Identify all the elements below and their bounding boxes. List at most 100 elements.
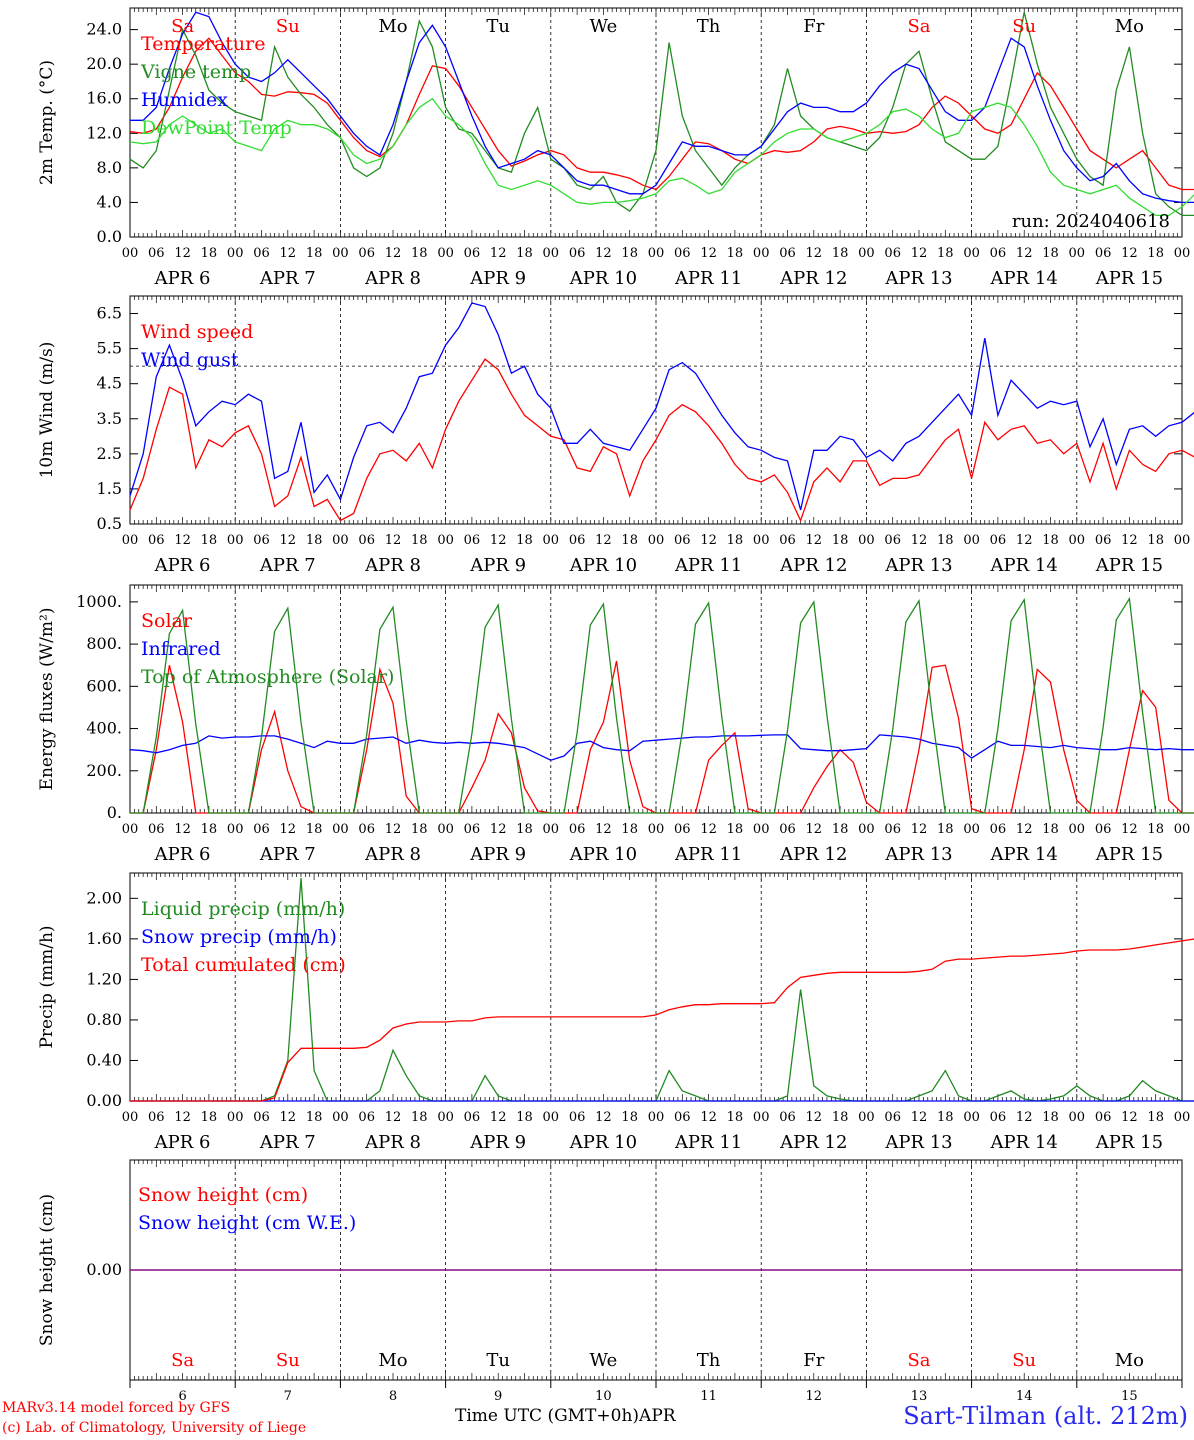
hour-tick-label: 12 — [385, 246, 402, 261]
weekday-label: Su — [1012, 1350, 1036, 1371]
series-line — [129, 37, 1194, 191]
y-tick-label: 16.0 — [86, 89, 122, 108]
y-tick-label: 8.0 — [97, 158, 122, 177]
legend-entry: Solar — [141, 610, 193, 632]
hour-tick-label: 12 — [1121, 533, 1138, 548]
y-tick-label: 20.0 — [86, 54, 122, 73]
hour-tick-label: 18 — [306, 533, 323, 548]
hour-tick-label: 12 — [595, 1110, 612, 1125]
weekday-label: We — [590, 16, 618, 37]
hour-tick-label: 18 — [1147, 533, 1164, 548]
hour-tick-label: 00 — [332, 822, 349, 837]
panel-5 — [129, 1159, 1183, 1381]
y-tick-label: 1.60 — [86, 929, 122, 948]
hour-tick-label: 00 — [648, 1110, 665, 1125]
hour-tick-label: 00 — [858, 1110, 875, 1125]
hour-tick-label: 12 — [700, 822, 717, 837]
day-label: APR 12 — [779, 555, 847, 576]
weekday-label: Su — [276, 1350, 300, 1371]
day-label: APR 8 — [364, 555, 421, 576]
hour-tick-label: 06 — [884, 533, 901, 548]
hour-tick-label: 00 — [963, 822, 980, 837]
y-tick-label: 2.5 — [97, 444, 122, 463]
hour-tick-label: 18 — [937, 1110, 954, 1125]
y-tick-label: 0.00 — [86, 1260, 122, 1279]
weekday-label: Sa — [171, 1350, 194, 1371]
y-axis-label: Precip (mm/h) — [37, 925, 57, 1048]
hour-tick-label: 18 — [411, 246, 428, 261]
hour-tick-label: 00 — [543, 533, 560, 548]
hour-tick-label: 00 — [648, 246, 665, 261]
day-label: APR 11 — [674, 1132, 742, 1153]
y-axis-label: 2m Temp. (°C) — [37, 60, 57, 185]
hour-tick-label: 12 — [595, 246, 612, 261]
hour-tick-label: 00 — [1069, 246, 1086, 261]
day-number-label: 7 — [284, 1389, 292, 1404]
hour-tick-label: 18 — [621, 533, 638, 548]
day-number-label: 14 — [1016, 1389, 1033, 1404]
panel-1 — [129, 7, 1194, 238]
hour-tick-label: 18 — [937, 822, 954, 837]
hour-tick-label: 12 — [174, 822, 191, 837]
y-axis-label: 10m Wind (m/s) — [37, 342, 57, 479]
hour-tick-label: 18 — [1147, 246, 1164, 261]
series-line — [130, 596, 1194, 814]
day-label: APR 7 — [259, 268, 316, 289]
hour-tick-label: 06 — [148, 533, 165, 548]
day-label: APR 7 — [259, 555, 316, 576]
weekday-label: Mo — [1115, 16, 1144, 37]
day-label: APR 6 — [154, 555, 211, 576]
day-number-label: 13 — [911, 1389, 928, 1404]
y-tick-label: 0.0 — [97, 227, 122, 246]
hour-tick-label: 06 — [884, 822, 901, 837]
y-axis-label: Snow height (cm) — [37, 1194, 57, 1346]
hour-tick-label: 12 — [911, 246, 928, 261]
weekday-label: Mo — [378, 1350, 407, 1371]
series-line — [130, 878, 1194, 1102]
day-number-label: 10 — [595, 1389, 612, 1404]
hour-tick-label: 00 — [858, 822, 875, 837]
hour-tick-label: 18 — [201, 246, 218, 261]
weekday-label: Tu — [486, 16, 510, 37]
hour-tick-label: 00 — [753, 246, 770, 261]
hour-tick-label: 06 — [990, 822, 1007, 837]
hour-tick-label: 18 — [516, 533, 533, 548]
day-number-label: 9 — [494, 1389, 502, 1404]
hour-tick-label: 00 — [1069, 533, 1086, 548]
series-line — [130, 11, 1194, 204]
hour-tick-label: 12 — [911, 1110, 928, 1125]
day-label: APR 14 — [990, 268, 1058, 289]
day-label: APR 13 — [884, 555, 952, 576]
day-label: APR 8 — [364, 268, 421, 289]
hour-tick-label: 00 — [332, 533, 349, 548]
day-label: APR 10 — [569, 268, 637, 289]
hour-tick-label: 12 — [280, 533, 297, 548]
y-tick-label: 1.20 — [86, 969, 122, 988]
hour-tick-label: 12 — [700, 533, 717, 548]
weekday-label: Sa — [907, 16, 930, 37]
day-label: APR 14 — [990, 555, 1058, 576]
hour-tick-label: 00 — [227, 246, 244, 261]
hour-tick-label: 12 — [490, 533, 507, 548]
hour-tick-label: 06 — [569, 246, 586, 261]
hour-tick-label: 18 — [1042, 1110, 1059, 1125]
y-tick-label: 0.40 — [86, 1050, 122, 1069]
weekday-label: Th — [697, 16, 721, 37]
y-tick-label: 200. — [86, 761, 122, 780]
hour-tick-label: 18 — [411, 533, 428, 548]
hour-tick-label: 12 — [174, 1110, 191, 1125]
time-axis-label: Time UTC (GMT+0h) — [455, 1406, 640, 1426]
y-tick-label: 24.0 — [86, 20, 122, 39]
day-label: APR 9 — [469, 1132, 526, 1153]
hour-tick-label: 06 — [464, 1110, 481, 1125]
hour-tick-label: 00 — [437, 822, 454, 837]
hour-tick-label: 18 — [516, 822, 533, 837]
hour-tick-label: 06 — [674, 533, 691, 548]
y-tick-label: 0.80 — [86, 1010, 122, 1029]
hour-tick-label: 12 — [595, 822, 612, 837]
day-label: APR 13 — [884, 1132, 952, 1153]
hour-tick-label: 18 — [516, 246, 533, 261]
hour-tick-label: 12 — [1016, 1110, 1033, 1125]
panel-3 — [129, 584, 1194, 814]
station-name: Sart-Tilman (alt. 212m) — [903, 1402, 1188, 1430]
